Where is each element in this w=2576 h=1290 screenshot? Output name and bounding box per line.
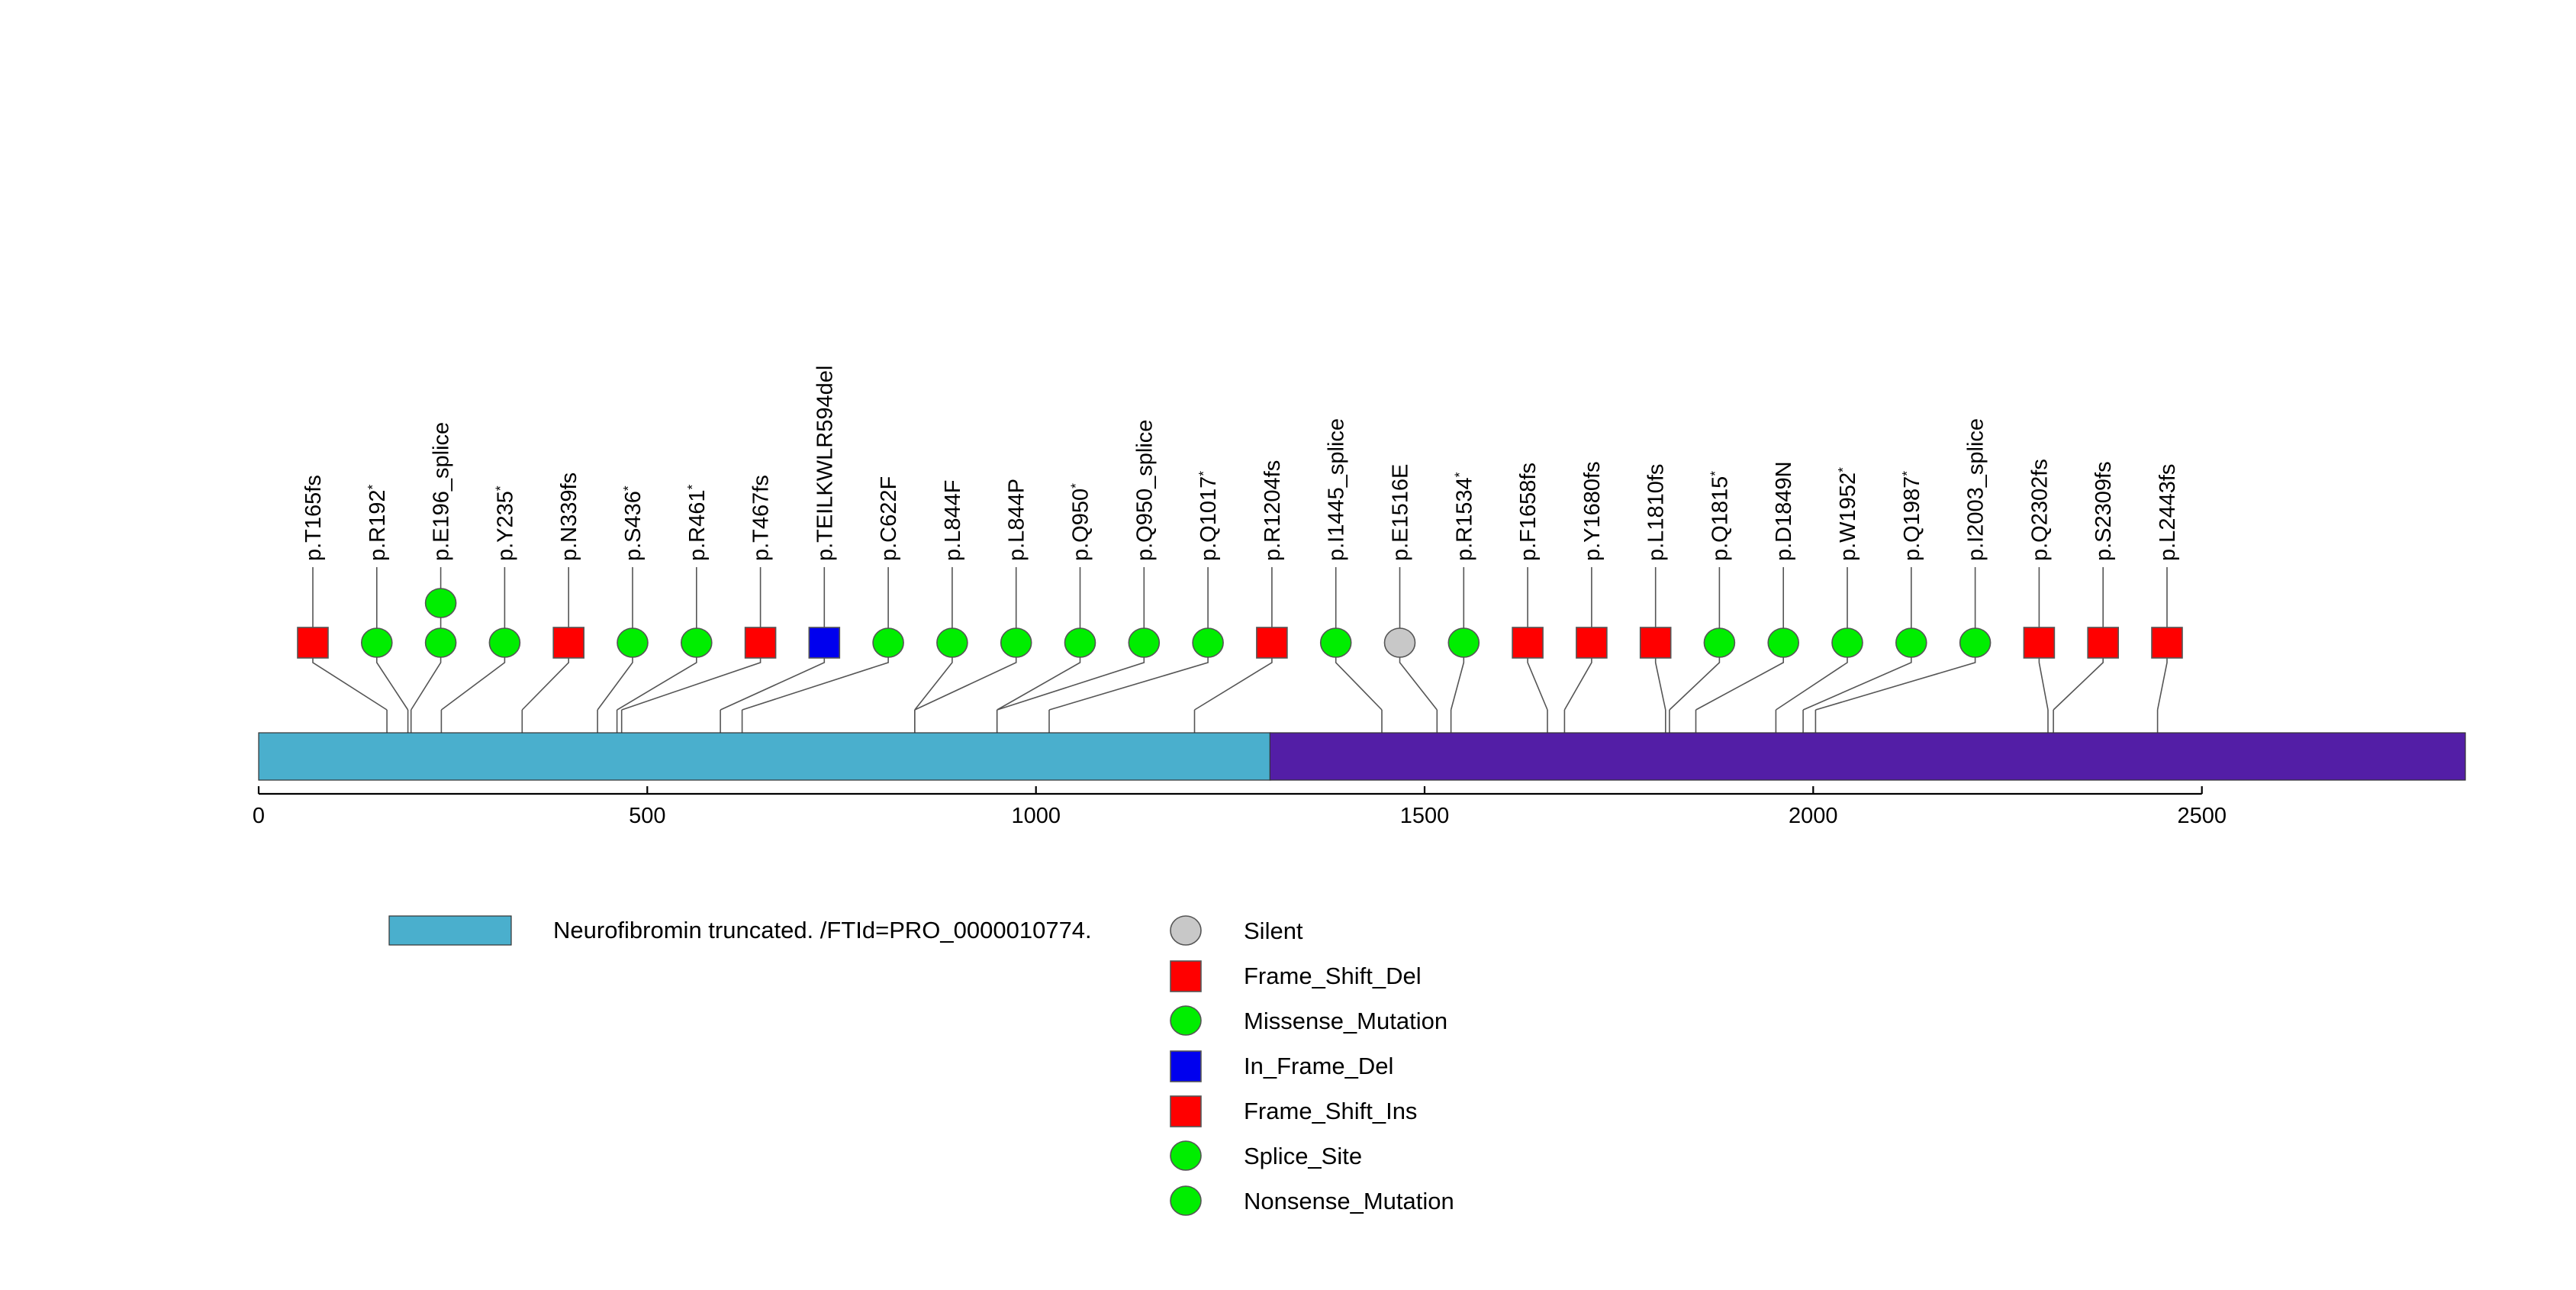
marker-p-r192: [360, 627, 393, 658]
label-p-teilkwlr594del: p.TEILKWLR594del: [813, 366, 837, 561]
x-tick-label-0: 0: [253, 804, 265, 828]
label-p-l844p: p.L844P: [1005, 479, 1029, 561]
label-p-l2443fs: p.L2443fs: [2156, 464, 2180, 561]
marker-p-w1952: [1831, 627, 1863, 658]
marker-p-y1680fs: [1576, 627, 1608, 659]
legend-label-nonsense-mutation: Nonsense_Mutation: [1244, 1188, 1454, 1214]
mutation-labels: p.T165fs p.R192* p.E196_splice p.Y235* p.N33…: [301, 366, 2180, 561]
marker-p-s436: [617, 627, 649, 658]
label-p-t467fs: p.T467fs: [749, 475, 774, 561]
label-p-q950-splice: p.Q950_splice: [1132, 420, 1157, 561]
marker-p-d1849n: [1767, 627, 1799, 658]
legend-label-in-frame-del: In_Frame_Del: [1244, 1053, 1393, 1079]
mutation-markers: [297, 588, 2183, 659]
legend-swatch-silent: [1170, 915, 1202, 946]
legend: Neurofibromin truncated. /FTId=PRO_00000…: [388, 915, 1454, 1216]
legend-label-missense-mutation: Missense_Mutation: [1244, 1008, 1447, 1034]
label-p-s2309fs: p.S2309fs: [2091, 461, 2116, 561]
legend-swatch-frame-shift-ins: [1170, 1095, 1202, 1127]
marker-p-n339fs: [552, 627, 585, 659]
marker-p-l2443fs: [2151, 627, 2183, 659]
legend-swatch-domain-1: [388, 915, 512, 946]
label-p-q1987: p.Q1987*: [1899, 471, 1924, 561]
marker-p-t165fs: [297, 627, 329, 659]
marker-p-i1445-splice: [1319, 627, 1352, 658]
marker-p-t467fs: [744, 627, 777, 659]
label-p-r1204fs: p.R1204fs: [1261, 460, 1285, 561]
marker-p-q950-splice: [1128, 627, 1161, 658]
x-tick-label-500: 500: [629, 804, 665, 828]
legend-swatch-in-frame-del: [1170, 1050, 1202, 1082]
legend-swatch-missense-mutation: [1170, 1005, 1202, 1036]
domain-1: [258, 732, 1271, 781]
label-p-r192: p.R192*: [365, 484, 390, 561]
legend-label-splice-site: Splice_Site: [1244, 1143, 1362, 1169]
marker-p-q1815: [1703, 627, 1736, 658]
label-p-r1534: p.R1534*: [1451, 472, 1476, 561]
label-p-q950: p.Q950*: [1068, 483, 1093, 561]
marker-p-r1534: [1447, 627, 1480, 658]
marker-p-l844f: [936, 627, 968, 658]
label-p-e1516e: p.E1516E: [1389, 464, 1413, 561]
marker-p-r461: [680, 627, 713, 658]
marker-p-s2309fs: [2087, 627, 2119, 659]
x-tick-label-1500: 1500: [1400, 804, 1450, 828]
marker-p-teilkwlr594del: [808, 627, 841, 659]
marker-p-q950: [1064, 627, 1096, 658]
protein-domains: [258, 732, 2466, 781]
marker-p-q1987: [1895, 627, 1927, 658]
legend-label-frame-shift-ins: Frame_Shift_Ins: [1244, 1098, 1417, 1124]
marker-p-c622f: [872, 627, 904, 658]
marker-p-r1204fs: [1256, 627, 1288, 659]
domain-2: [1269, 732, 2466, 781]
label-p-n339fs: p.N339fs: [557, 472, 581, 561]
label-p-i1445-splice: p.I1445_splice: [1325, 418, 1349, 561]
label-p-y235: p.Y235*: [492, 485, 517, 561]
x-tick-label-2000: 2000: [1789, 804, 1838, 828]
marker-p-f1658fs: [1512, 627, 1544, 659]
x-tick-label-1000: 1000: [1011, 804, 1061, 828]
legend-swatch-frame-shift-del: [1170, 960, 1202, 992]
marker-p-q2302fs: [2023, 627, 2056, 659]
label-p-t165fs: p.T165fs: [301, 475, 326, 561]
legend-label-silent: Silent: [1244, 918, 1303, 944]
label-p-r461: p.R461*: [684, 484, 710, 561]
label-p-w1952: p.W1952*: [1835, 467, 1860, 561]
marker-p-l1810fs: [1639, 627, 1672, 659]
label-p-l1810fs: p.L1810fs: [1644, 464, 1669, 561]
x-axis: 0 500 1000 1500 2000 2500: [253, 786, 2227, 828]
label-p-c622f: p.C622F: [877, 476, 901, 561]
marker-p-e196-splice: [424, 627, 457, 658]
marker-p-i2003-splice: [1959, 627, 1992, 658]
marker-p-q1017: [1192, 627, 1224, 658]
marker-p-e1516e: [1383, 627, 1416, 658]
legend-label-frame-shift-del: Frame_Shift_Del: [1244, 963, 1422, 989]
label-p-d1849n: p.D1849N: [1772, 461, 1796, 561]
marker-p-l844p: [1000, 627, 1032, 658]
label-p-l844f: p.L844F: [941, 480, 965, 561]
legend-swatch-splice-site: [1170, 1140, 1202, 1171]
label-p-q2302fs: p.Q2302fs: [2027, 459, 2052, 561]
label-p-q1815: p.Q1815*: [1707, 471, 1732, 561]
x-tick-label-2500: 2500: [2177, 804, 2227, 828]
marker-p-e196-splice: [424, 588, 457, 618]
label-p-e196-splice: p.E196_splice: [430, 422, 454, 561]
label-p-y1680fs: p.Y1680fs: [1580, 461, 1605, 561]
label-p-s436: p.S436*: [620, 485, 646, 561]
legend-label-domain-1: Neurofibromin truncated. /FTId=PRO_00000…: [553, 917, 1092, 943]
marker-p-y235: [488, 627, 521, 658]
label-p-i2003-splice: p.I2003_splice: [1964, 418, 1988, 561]
label-p-q1017: p.Q1017*: [1196, 471, 1221, 561]
stem-fan-p-l844p: [914, 643, 1017, 711]
label-p-f1658fs: p.F1658fs: [1516, 463, 1541, 561]
legend-swatch-nonsense-mutation: [1170, 1185, 1202, 1216]
